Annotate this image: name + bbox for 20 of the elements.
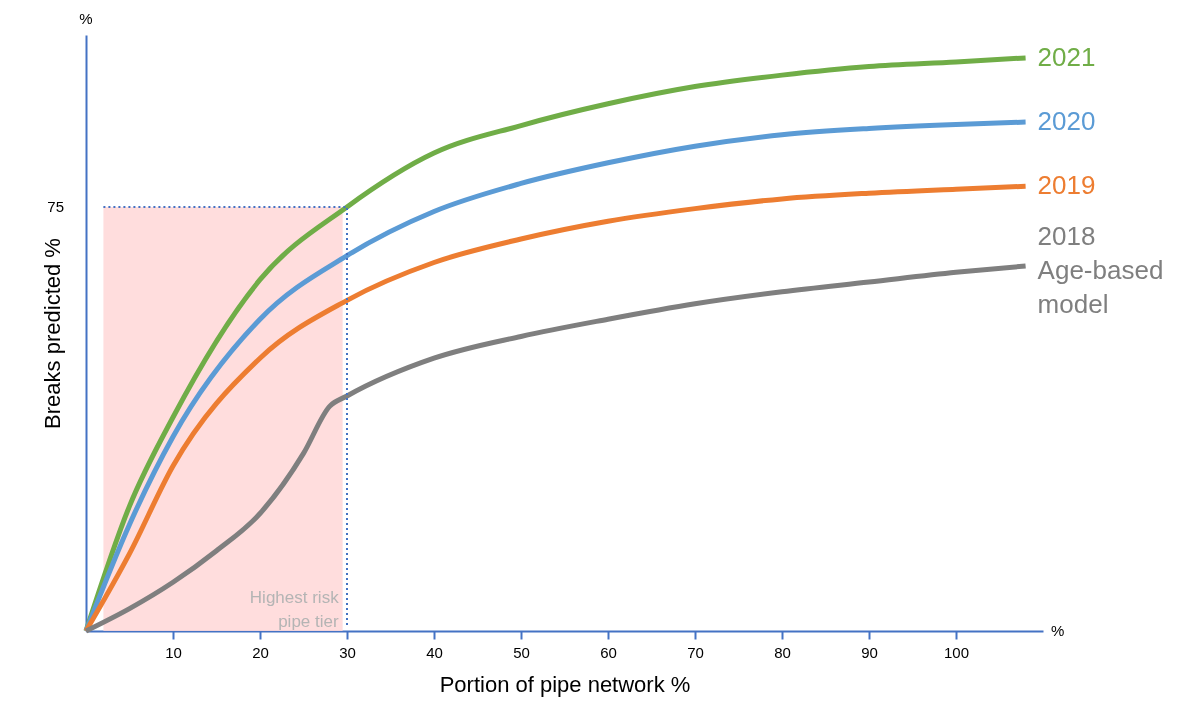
series-label: 2018 Age-based model: [1037, 220, 1164, 319]
series-label: 2020: [1037, 106, 1096, 137]
text: 75: [47, 197, 64, 215]
band-label: Highest risk pipe tier: [249, 588, 340, 631]
x-tick-label: 60: [600, 643, 617, 661]
x-tick-label: 70: [687, 643, 704, 661]
y-axis-title: Breaks predicted %: [39, 238, 65, 429]
text: %: [1051, 622, 1065, 639]
x-tick-label: 10: [165, 643, 182, 661]
x-tick-label: 20: [252, 643, 269, 661]
text: %: [79, 10, 93, 27]
x-tick-label: 40: [426, 643, 443, 661]
x-tick-label: 90: [861, 643, 878, 661]
series-label: 2021: [1037, 41, 1096, 72]
x-axis-title: Portion of pipe network %: [439, 671, 691, 697]
x-tick-label: 30: [339, 643, 356, 661]
x-tick-label: 80: [774, 643, 791, 661]
x-tick-label: 100: [943, 643, 970, 661]
x-tick-label: 50: [513, 643, 530, 661]
series-label: 2019: [1037, 170, 1096, 201]
